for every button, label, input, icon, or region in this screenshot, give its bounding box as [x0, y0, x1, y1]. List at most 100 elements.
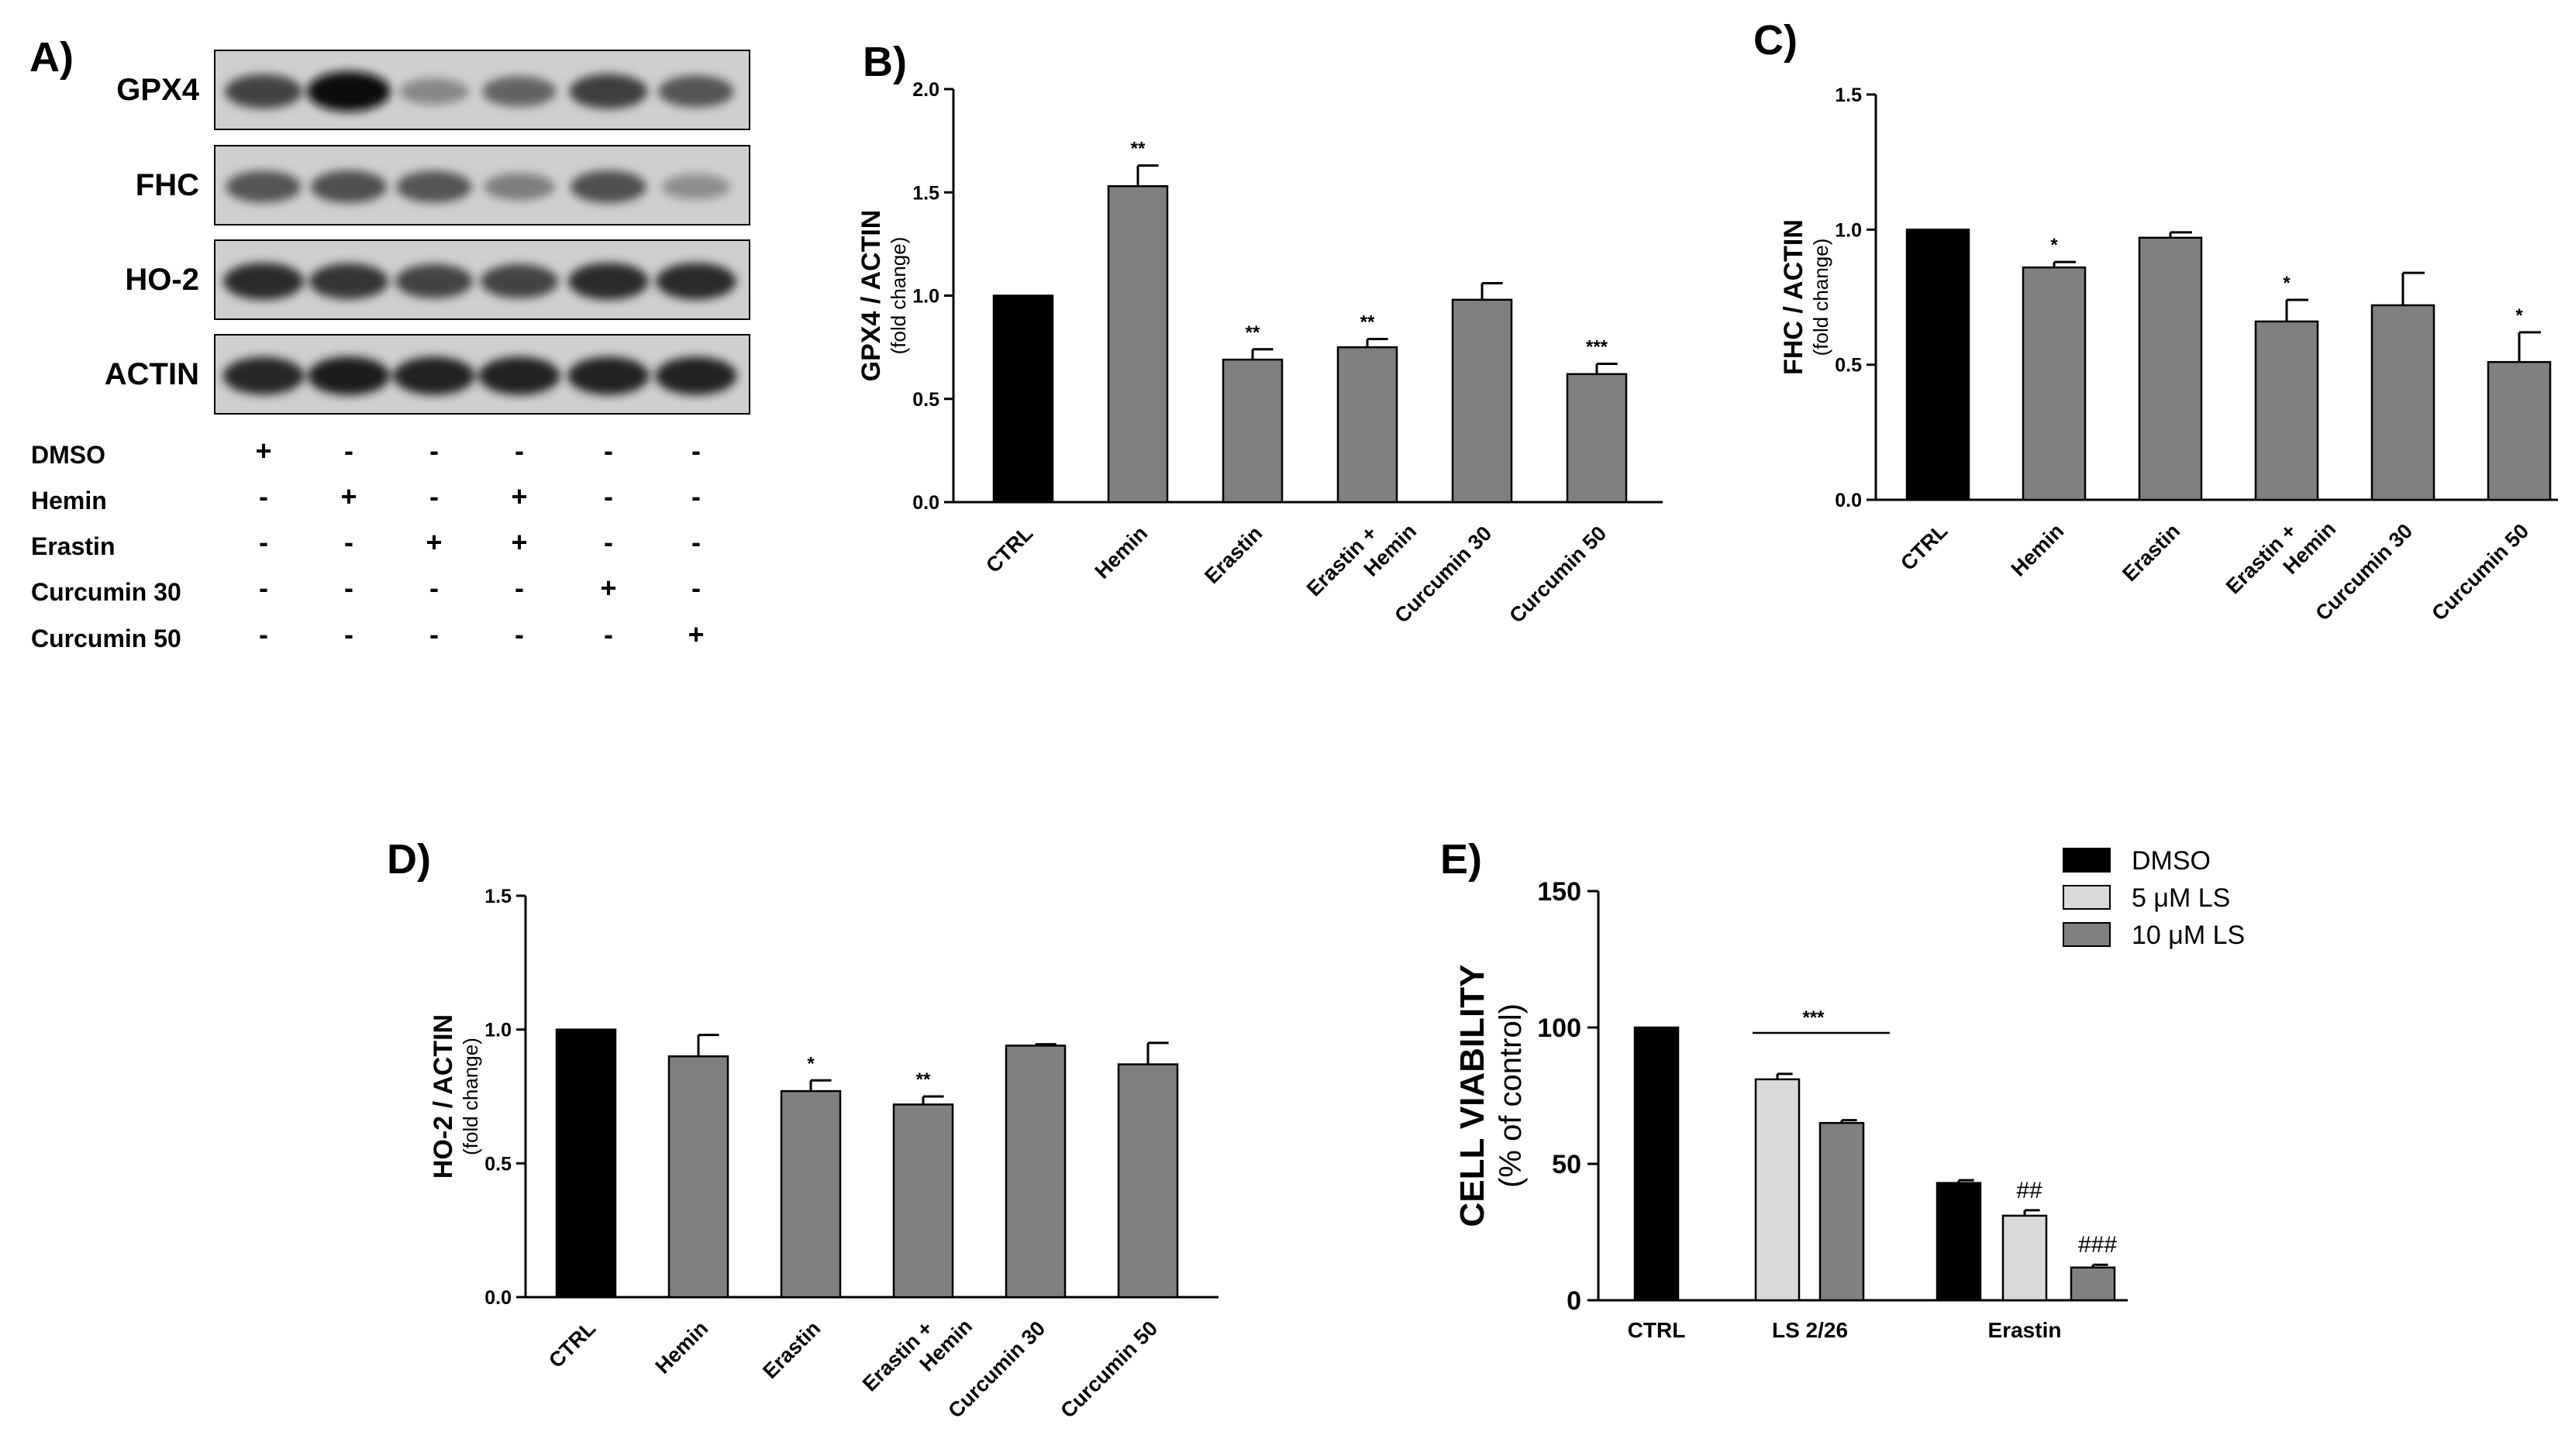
treatment-sign: -: [344, 435, 353, 466]
blot-band: [568, 263, 649, 300]
category-label: Curcumin 50: [1056, 1317, 1162, 1423]
bar: [780, 1089, 842, 1299]
category-label-line: Erastin: [1200, 521, 1267, 588]
y-tick-label: 1.5: [1835, 84, 1862, 106]
bar: [2138, 236, 2203, 501]
significance-marker: *: [2050, 235, 2058, 256]
treatment-sign: +: [511, 480, 527, 512]
treatment-sign: -: [515, 435, 524, 466]
blot-band: [655, 356, 737, 395]
blot-band: [567, 356, 650, 395]
category-label-line: Hemin: [2007, 519, 2069, 581]
y-tick-label: 1.0: [1835, 219, 1862, 241]
blot-band: [482, 76, 557, 107]
panel-a-label: A): [29, 34, 74, 81]
significance-marker: ###: [2078, 1232, 2117, 1258]
blot-label-actin: ACTIN: [105, 357, 199, 391]
significance-marker: *: [807, 1053, 815, 1074]
blot-bands-actin: [222, 356, 737, 395]
y-tick-label: 100: [1537, 1014, 1581, 1043]
blot-bands-fhc: [226, 170, 731, 204]
treatment-label-erastin: Erastin: [31, 532, 115, 560]
legend-swatch: [2063, 922, 2111, 947]
category-label: LS 2/26: [1772, 1318, 1848, 1342]
blot-band: [570, 170, 647, 204]
y-tick-label: 0: [1567, 1286, 1581, 1316]
category-label-line: CTRL: [981, 521, 1037, 577]
category-label: Erastin: [1200, 521, 1267, 588]
blot-label-ho-2: HO-2: [125, 263, 199, 297]
treatment-sign: -: [429, 572, 439, 604]
blot-membrane-fhc: [214, 145, 750, 225]
blot-band: [658, 75, 734, 108]
legend-swatch: [2063, 848, 2111, 873]
blot-band: [396, 170, 472, 203]
bar: [2022, 266, 2087, 501]
legend-label: 5 μM LS: [2132, 883, 2230, 913]
category-label-line: Curcumin 50: [1056, 1317, 1162, 1423]
category-label-line: Hemin: [651, 1317, 713, 1379]
significance-marker: *: [2515, 305, 2523, 326]
significance-marker: **: [916, 1069, 931, 1090]
treatment-sign: -: [344, 572, 353, 604]
category-label: Hemin: [1091, 521, 1153, 583]
y-axis-subtitle: (fold change): [1809, 239, 1832, 356]
bar: [1451, 298, 1513, 504]
category-label-line: Hemin: [1091, 521, 1153, 583]
legend-label: 10 μM LS: [2132, 921, 2245, 950]
blot-band: [226, 170, 302, 203]
blot-band: [307, 71, 391, 112]
y-axis-subtitle: (fold change): [887, 237, 910, 355]
treatment-sign: -: [604, 526, 613, 558]
y-tick-label: 0.0: [484, 1287, 512, 1309]
category-label-line: Erastin: [2118, 519, 2184, 586]
panel-e-label: E): [1440, 836, 1482, 883]
treatment-label-curcumin-50: Curcumin 50: [31, 625, 181, 652]
y-tick-label: 1.0: [912, 286, 939, 308]
bar: [1754, 1078, 1801, 1302]
y-tick-label: 0.0: [912, 492, 939, 514]
y-axis-subtitle: (fold change): [459, 1038, 482, 1155]
bar: [992, 294, 1054, 504]
bar: [892, 1103, 954, 1299]
blot-band: [223, 263, 304, 300]
category-label: CTRL: [1896, 519, 1952, 575]
category-label: Erastin: [2118, 519, 2184, 586]
blot-bands-ho-2: [223, 263, 736, 300]
treatment-sign: +: [511, 526, 527, 558]
y-axis-title: GPX4 / ACTIN: [857, 210, 886, 382]
treatment-sign: -: [259, 618, 268, 650]
bar: [1818, 1121, 1865, 1302]
treatment-sign: -: [515, 572, 524, 604]
panel-c: C) 0.0 0.5 1.0 1.5 FHC / ACTIN (fold change) CT…: [1753, 17, 2558, 625]
treatment-sign: -: [259, 526, 268, 558]
blot-band: [480, 263, 559, 299]
panel-d-label: D): [387, 836, 431, 883]
significance-marker: *: [2283, 273, 2291, 294]
blot-band: [569, 74, 648, 109]
y-tick-label: 1.5: [484, 886, 512, 907]
bar: [555, 1028, 617, 1299]
y-tick-label: 2.0: [912, 79, 939, 101]
bar: [667, 1055, 729, 1299]
blot-band: [395, 263, 474, 299]
blot-band: [222, 356, 305, 395]
blot-label-fhc: FHC: [136, 168, 199, 202]
category-label: CTRL: [1628, 1318, 1686, 1342]
y-tick-label: 0.5: [1835, 355, 1862, 377]
y-axis-subtitle: (% of control): [1494, 1003, 1528, 1188]
blot-band: [308, 356, 390, 395]
bar: [2001, 1214, 2048, 1302]
treatment-sign: -: [259, 480, 268, 512]
treatment-sign: -: [429, 618, 439, 650]
treatment-sign: +: [688, 618, 704, 650]
y-axis-title: FHC / ACTIN: [1779, 219, 1808, 375]
panel-c-label: C): [1753, 17, 1798, 64]
category-label-line: Erastin: [758, 1317, 825, 1383]
significance-marker: ***: [1586, 336, 1608, 357]
panel-b: B) 0.0 0.5 1.0 1.5 2.0 GPX4 / ACTIN (fold chang…: [857, 39, 1663, 628]
y-tick-label: 150: [1537, 877, 1581, 907]
y-axis-title: HO-2 / ACTIN: [429, 1014, 458, 1179]
treatment-sign: -: [429, 480, 439, 512]
y-tick-label: 50: [1552, 1150, 1581, 1179]
